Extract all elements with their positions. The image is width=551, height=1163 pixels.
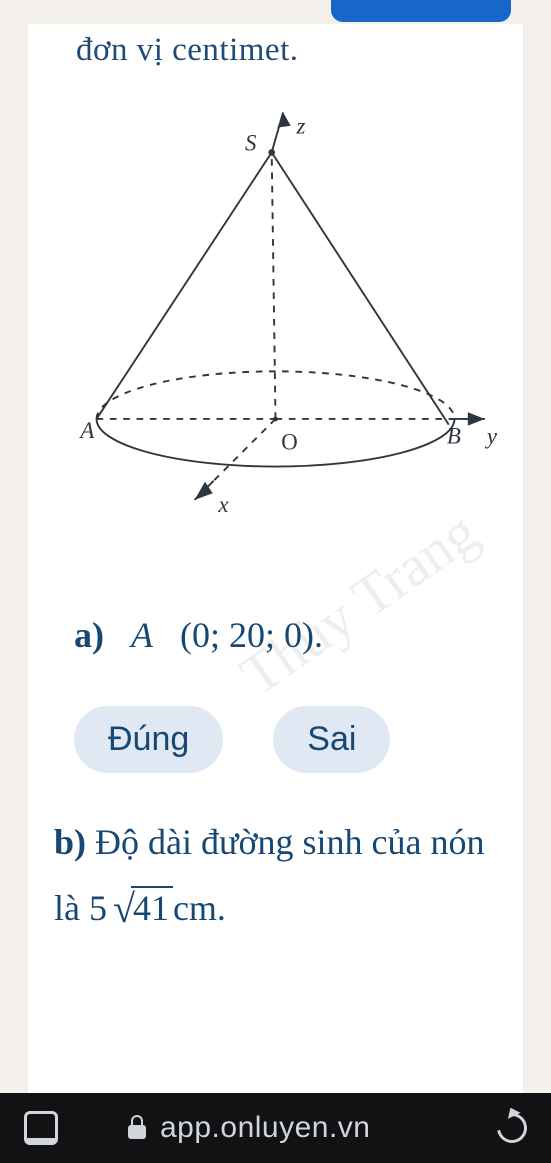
reload-icon[interactable] (491, 1107, 533, 1149)
axis-label-y: y (485, 424, 498, 449)
true-button[interactable]: Đúng (74, 706, 223, 773)
point-label-a: A (78, 418, 95, 443)
answer-buttons: Đúng Sai (74, 706, 390, 773)
qb-radicand: 41 (131, 886, 173, 928)
qa-suffix: . (314, 615, 323, 655)
qb-coef: 5 (89, 888, 107, 928)
point-label-o: O (281, 429, 298, 454)
qb-unit: cm (173, 888, 217, 928)
qb-suffix: . (217, 888, 226, 928)
qa-coords: (0; 20; 0) (180, 615, 314, 655)
browser-tab-fragment (331, 0, 511, 22)
lock-icon (128, 1117, 146, 1139)
browser-bottom-bar: app.onluyen.vn (0, 1093, 551, 1163)
axis-label-z: z (295, 113, 305, 138)
cone-svg: z S A O B y x (28, 84, 523, 554)
truncated-heading: đơn vị centimet. (76, 32, 298, 69)
axis-label-x: x (217, 492, 228, 517)
tabs-icon[interactable] (24, 1111, 58, 1145)
qa-prefix: a) (74, 615, 104, 655)
content-card: đơn vị centimet. (28, 24, 523, 1093)
qb-sqrt: 41 (107, 873, 173, 941)
question-a: a) A (0; 20; 0). (74, 614, 323, 656)
url-text[interactable]: app.onluyen.vn (160, 1111, 497, 1145)
point-label-s: S (245, 131, 257, 156)
point-label-b: B (447, 424, 461, 449)
question-b: b) Độ dài đường sinh của nón là 541cm. (54, 812, 503, 941)
qa-point-name: A (131, 615, 153, 655)
cone-diagram: z S A O B y x (28, 84, 523, 554)
qb-prefix: b) (54, 822, 86, 862)
false-button[interactable]: Sai (273, 706, 390, 773)
